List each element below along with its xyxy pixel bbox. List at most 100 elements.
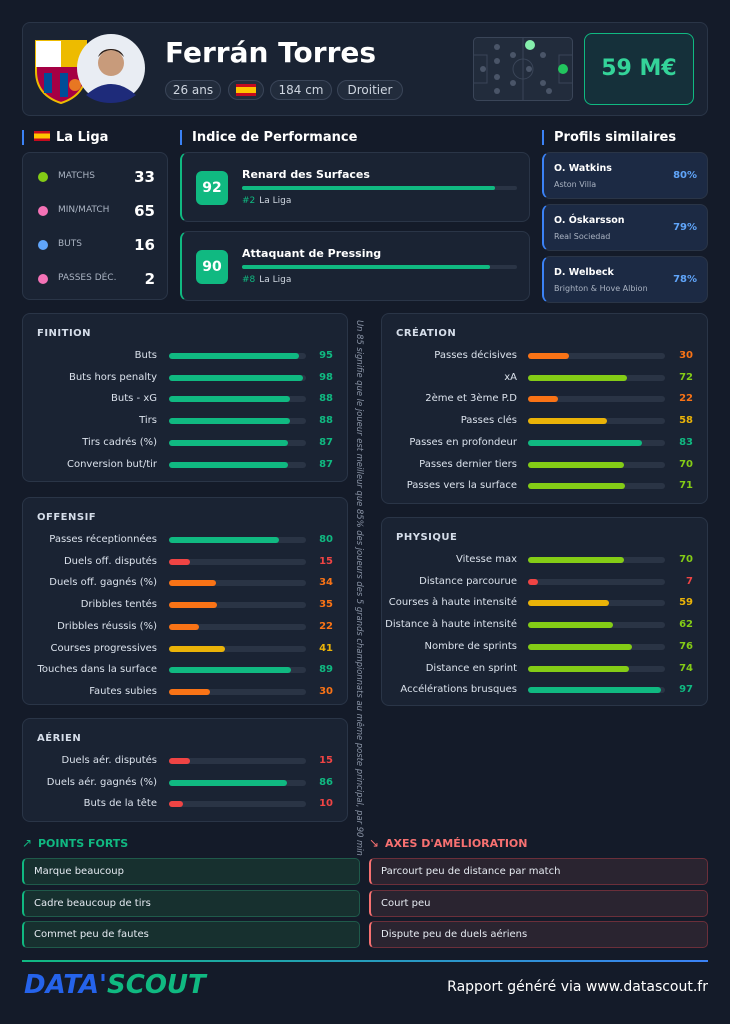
bar — [528, 439, 642, 446]
stat-value: 15 — [319, 755, 333, 766]
stat-label: Duels off. gagnés (%) — [49, 577, 157, 589]
stat-card: FINITION Buts 95 Buts hors penalty 98 Buts - … — [22, 313, 348, 482]
bar-track — [528, 396, 665, 403]
stat-value: 41 — [319, 642, 333, 654]
stat-value: 59 — [679, 597, 693, 609]
similar-name: O. Watkins — [554, 163, 612, 174]
bar — [169, 602, 217, 609]
perf-rank: #2 La Liga — [242, 196, 291, 206]
list-item: Cadre beaucoup de tirs — [22, 889, 360, 917]
stat-label: Accélérations brusques — [400, 684, 517, 696]
bar-track — [169, 602, 306, 609]
bar — [528, 461, 624, 468]
stat-value: 71 — [679, 480, 693, 492]
perf-rank-num: #8 — [242, 275, 256, 285]
stat-card: AÉRIEN Duels aér. disputés 15 Duels aér. ga… — [22, 718, 348, 822]
bar-track — [169, 461, 306, 468]
flag-tag — [228, 80, 264, 100]
stat-label: Buts - xG — [111, 393, 157, 405]
bar — [169, 801, 183, 808]
list-item: Marque beaucoup — [22, 858, 360, 885]
stat-value: 70 — [679, 458, 693, 470]
stat-label: Touches dans la surface — [37, 664, 158, 676]
perf-league: La Liga — [259, 196, 292, 206]
stat-label: Passes réceptionnées — [49, 534, 157, 545]
bar — [528, 578, 538, 585]
stat-value: 33 — [134, 168, 155, 186]
market-value: 59 M€ — [584, 33, 694, 105]
bar — [528, 374, 627, 381]
stat-value: 7 — [686, 575, 693, 587]
bar — [169, 461, 289, 468]
bar — [528, 418, 608, 425]
bar — [169, 418, 290, 425]
tag: 184 cm — [270, 80, 332, 100]
bar — [528, 353, 570, 359]
perf-bar — [242, 186, 495, 190]
section-title: CRÉATION — [396, 328, 457, 339]
stat-label: Buts hors penalty — [68, 371, 157, 383]
stat-value: 74 — [679, 662, 693, 674]
bar-track — [169, 580, 306, 587]
list-icon: ↗ — [22, 836, 33, 850]
similar-match: 80% — [673, 170, 697, 181]
similar-name: O. Óskarsson — [554, 215, 625, 226]
stat-label: Courses à haute intensité — [388, 597, 517, 609]
bar-track — [169, 758, 306, 764]
similar-club: Real Sociedad — [554, 232, 611, 241]
section-title: FINITION — [37, 328, 92, 339]
stat-value: 88 — [319, 393, 333, 405]
list-item: Commet peu de fautes — [22, 921, 360, 948]
bar — [528, 396, 559, 403]
bar-track — [169, 623, 306, 630]
stat-label: Distance en sprint — [425, 662, 517, 674]
bar — [169, 439, 289, 446]
bar-track — [528, 353, 665, 359]
stat-value: 62 — [679, 619, 693, 631]
footer-text: Rapport généré via www.datascout.fr — [447, 979, 708, 995]
bar-track — [169, 558, 306, 565]
bar-track — [528, 374, 665, 381]
league-title: La Liga — [56, 130, 109, 145]
similar-club: Brighton & Hove Albion — [554, 284, 648, 293]
bar-track — [169, 667, 306, 674]
stat-value: 58 — [679, 415, 693, 427]
bar — [528, 687, 661, 694]
bar-track — [528, 557, 665, 563]
performance-title: Indice de Performance — [180, 130, 357, 145]
perf-card: 90 Attaquant de Pressing #8 La Liga — [180, 231, 530, 301]
stat-value: 34 — [319, 577, 333, 589]
stat-value: 2 — [144, 270, 155, 288]
stat-value: 89 — [319, 664, 333, 676]
stat-value: 65 — [134, 202, 155, 220]
bar — [169, 537, 279, 543]
note: Un 85 signifie que le joueur est meilleu… — [355, 320, 365, 856]
bar-track — [169, 645, 306, 652]
perf-rank: #8 La Liga — [242, 275, 291, 285]
perf-score: 90 — [196, 250, 228, 284]
bar — [169, 779, 287, 786]
bar-track — [528, 687, 665, 694]
stat-label: Passes décisives — [434, 350, 517, 361]
stat-value: 22 — [319, 620, 333, 632]
stat-value: 87 — [319, 458, 333, 470]
stat-label: Conversion but/tir — [66, 458, 157, 470]
bar — [169, 688, 211, 695]
logo-part: SCOUT — [107, 970, 206, 1000]
player-name: Ferrán Torres — [165, 36, 377, 69]
bar — [169, 374, 304, 381]
list-item: Dispute peu de duels aériens — [369, 921, 708, 948]
bar — [528, 557, 624, 563]
bar-track — [169, 688, 306, 695]
league-header: La Liga — [22, 130, 108, 145]
similar-card: O. Óskarsson Real Sociedad 79% — [542, 204, 708, 251]
stat-icon — [38, 206, 48, 216]
perf-bar — [242, 265, 490, 269]
perf-rank-num: #2 — [242, 196, 256, 206]
note-box: Un 85 signifie que le joueur est meilleu… — [348, 320, 372, 856]
similar-title: Profils similaires — [542, 130, 676, 145]
bar-track — [528, 461, 665, 468]
perf-track — [242, 265, 517, 269]
bar-track — [528, 578, 665, 585]
perf-score: 92 — [196, 171, 228, 205]
